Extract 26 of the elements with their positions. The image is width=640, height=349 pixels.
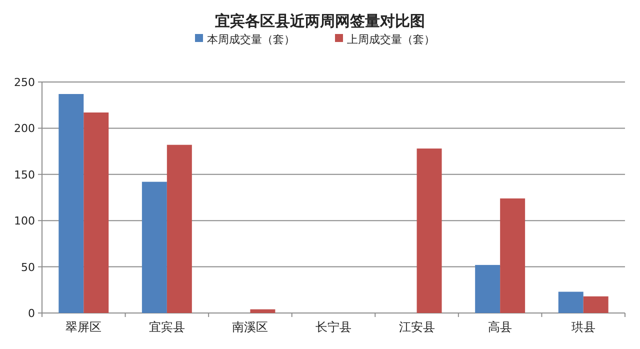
x-tick-label: 宜宾县 <box>148 320 185 334</box>
bar <box>416 148 442 313</box>
bar <box>583 296 608 313</box>
y-tick-label: 200 <box>14 122 35 136</box>
chart-title: 宜宾各区县近两周网签量对比图 <box>215 12 425 30</box>
bar <box>475 264 500 313</box>
x-tick-label: 珙县 <box>571 320 596 334</box>
x-tick-label: 翠屏区 <box>66 320 102 334</box>
y-tick-label: 0 <box>28 307 35 320</box>
bar <box>142 182 167 313</box>
legend-label: 上周成交量（套） <box>347 33 435 46</box>
x-tick-label: 长宁县 <box>316 320 352 334</box>
y-tick-label: 250 <box>14 76 35 89</box>
legend-label: 本周成交量（套） <box>207 33 295 46</box>
x-tick-label: 南溪区 <box>232 320 268 334</box>
x-tick-label: 江安县 <box>398 320 435 334</box>
bar <box>250 309 276 313</box>
y-tick-label: 150 <box>14 168 35 182</box>
bar <box>166 144 192 313</box>
bar <box>500 198 526 313</box>
bar <box>84 112 109 313</box>
bar <box>58 94 84 313</box>
y-tick-label: 50 <box>21 260 35 274</box>
bar <box>558 292 584 313</box>
x-tick-label: 高县 <box>488 320 512 334</box>
y-tick-label: 100 <box>14 214 35 228</box>
